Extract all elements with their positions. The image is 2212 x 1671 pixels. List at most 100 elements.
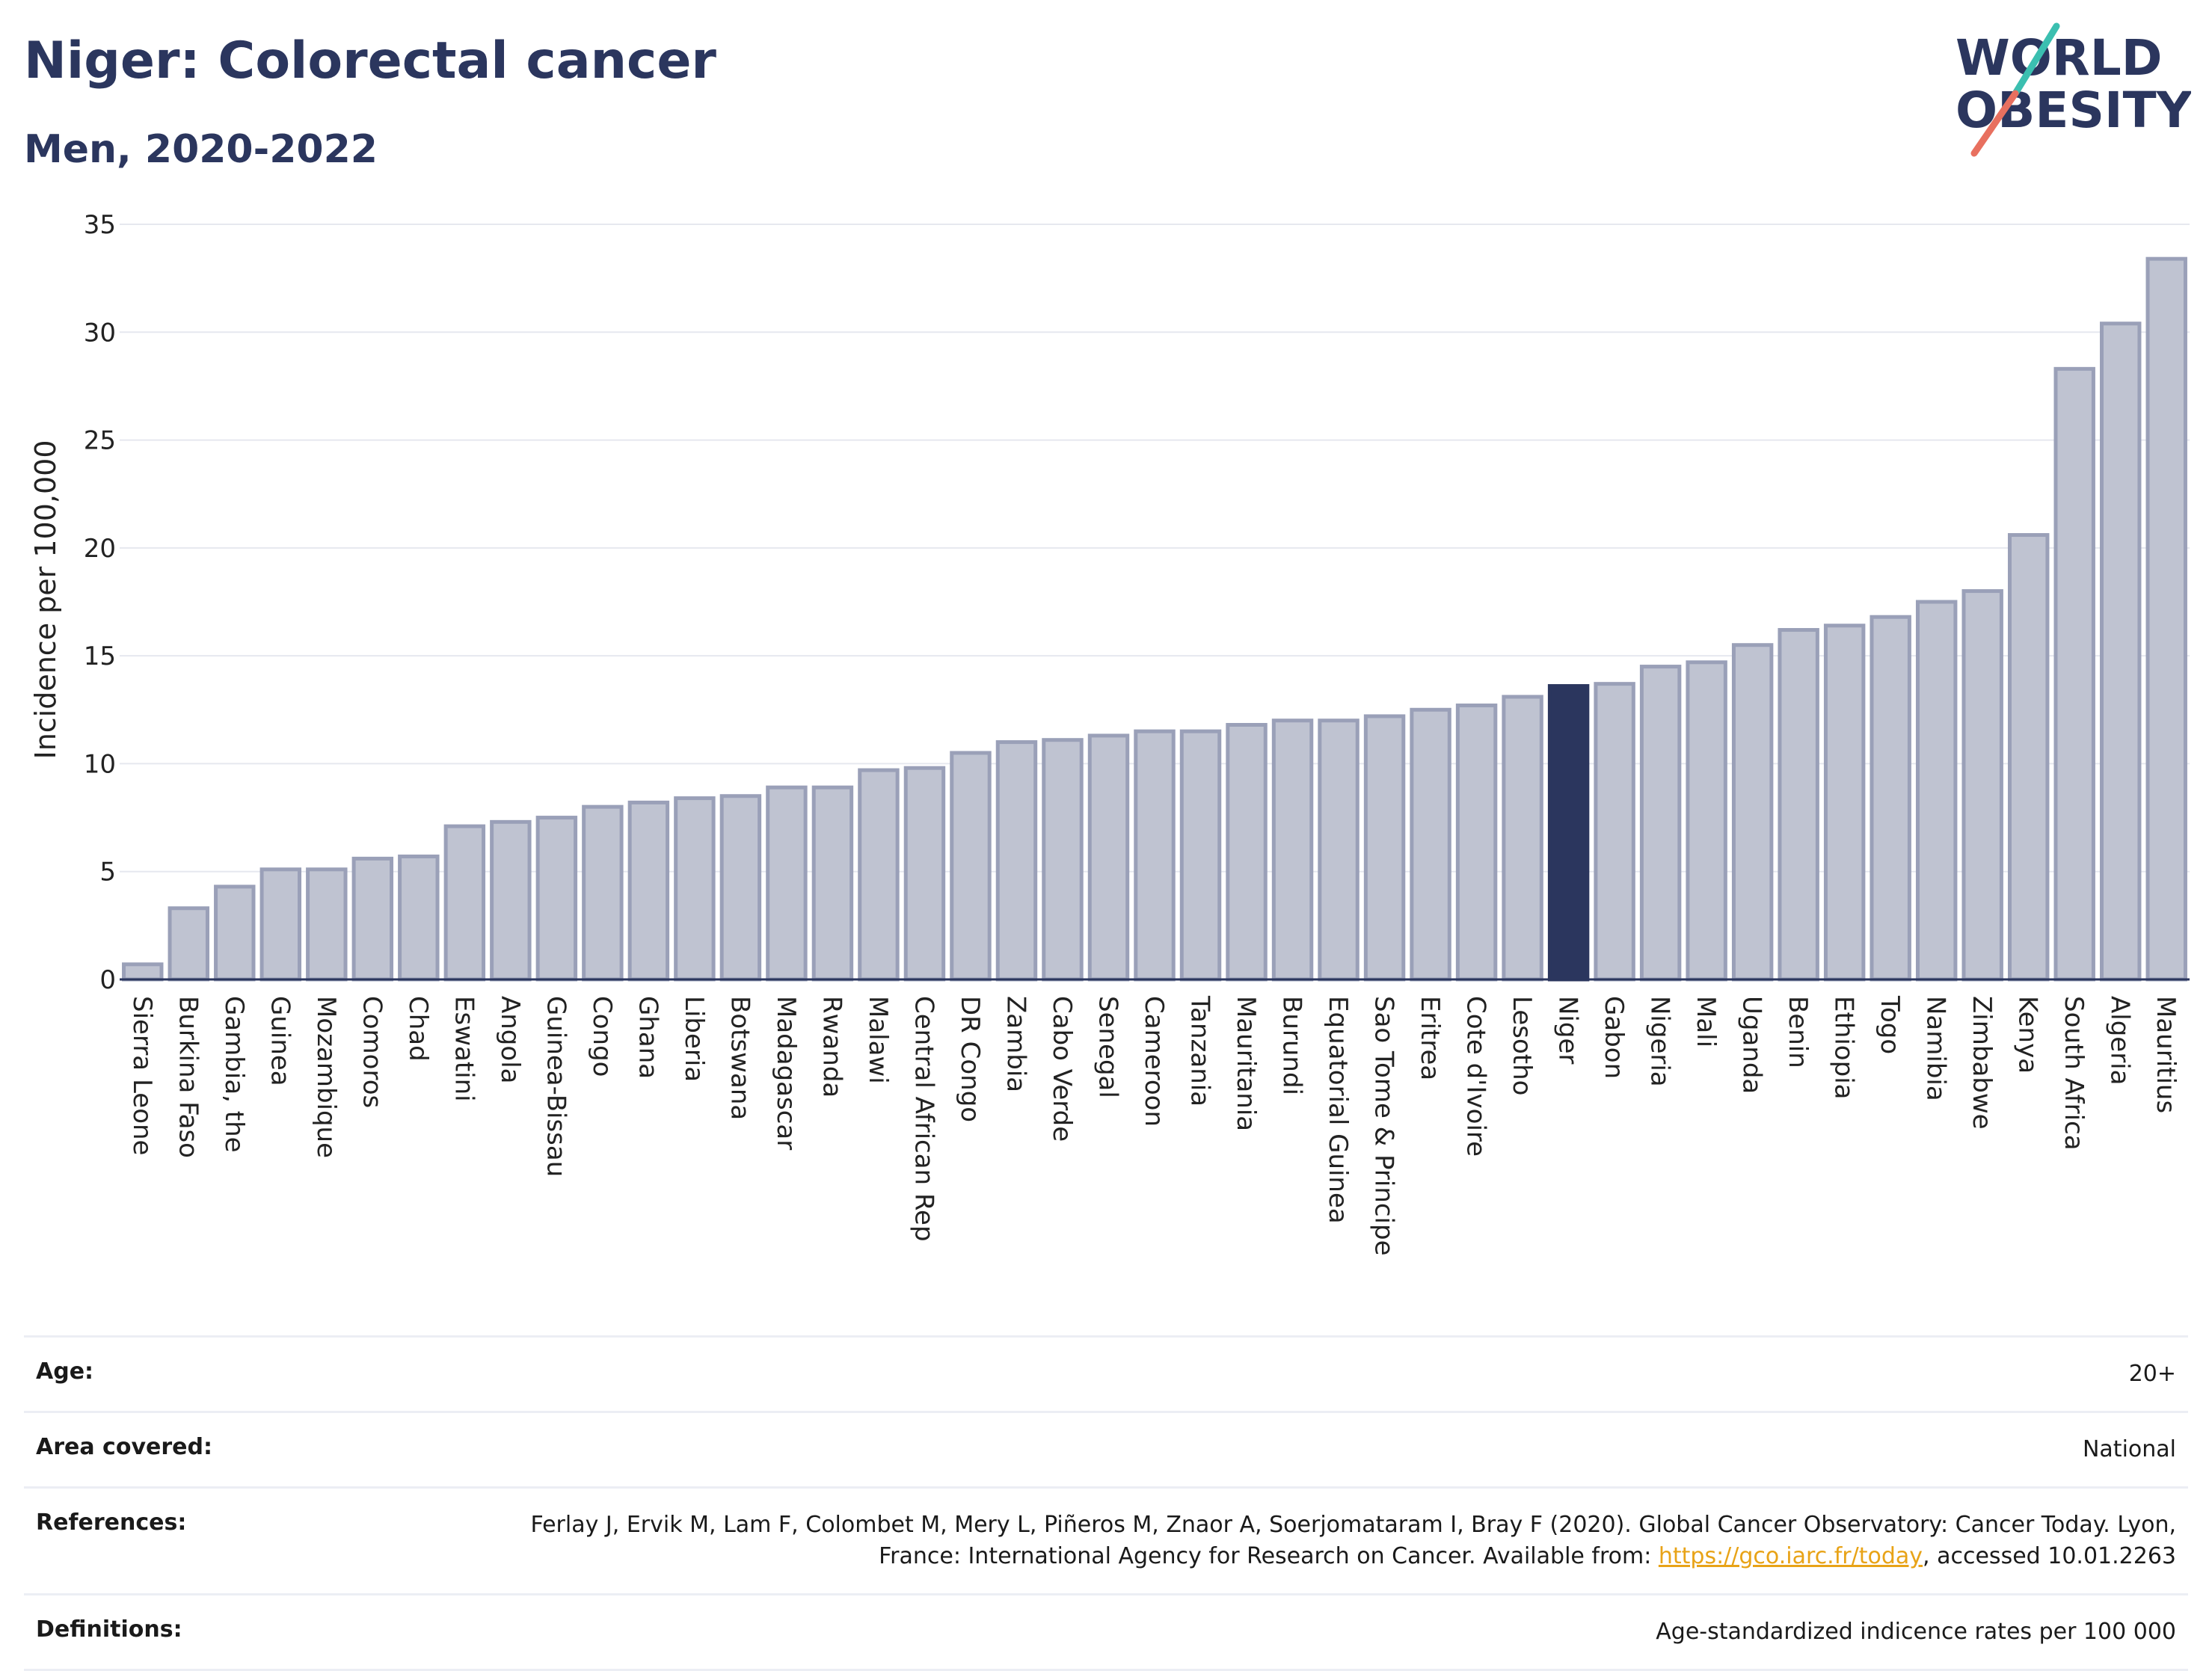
logo-slash-coral bbox=[1970, 90, 2019, 157]
references-label: References: bbox=[36, 1510, 187, 1536]
definitions-label: Definitions: bbox=[36, 1616, 182, 1643]
x-tick-label: Togo bbox=[1875, 995, 1905, 1054]
x-tick-label: Eswatini bbox=[449, 996, 479, 1102]
bar-kenya bbox=[2007, 533, 2050, 982]
info-row-age: Age: 20+ bbox=[24, 1335, 2188, 1411]
y-tick-label: 5 bbox=[99, 858, 116, 887]
bar-senegal bbox=[1087, 733, 1130, 982]
x-tick-label: Central African Rep bbox=[909, 996, 938, 1242]
area-value: National bbox=[2082, 1436, 2176, 1462]
bar-cote-d-ivoire bbox=[1455, 704, 1498, 982]
bar-mauritius bbox=[2145, 256, 2187, 982]
bar-ghana bbox=[627, 800, 670, 982]
info-row-references: References: Ferlay J, Ervik M, Lam F, Co… bbox=[24, 1486, 2188, 1593]
bar-benin bbox=[1778, 628, 1819, 982]
bar-sierra-leone bbox=[122, 962, 164, 982]
logo-slash-teal bbox=[2012, 22, 2060, 97]
y-tick-label: 30 bbox=[84, 318, 116, 348]
bar-highlight-niger bbox=[1547, 684, 1590, 982]
y-tick-label: 15 bbox=[84, 641, 116, 671]
x-tick-label: Uganda bbox=[1737, 996, 1767, 1094]
bar-zambia bbox=[995, 740, 1038, 982]
logo-line2: OBESITY bbox=[1956, 81, 2191, 139]
bar-uganda bbox=[1731, 643, 1774, 982]
x-tick-label: Mauritania bbox=[1231, 996, 1261, 1131]
x-tick-label: Sao Tome & Principe bbox=[1369, 996, 1399, 1256]
bar-malawi bbox=[858, 768, 900, 982]
references-text: Ferlay J, Ervik M, Lam F, Colombet M, Me… bbox=[530, 1512, 2176, 1569]
page-subtitle: Men, 2020-2022 bbox=[24, 127, 378, 172]
x-tick-label: Cabo Verde bbox=[1047, 996, 1077, 1142]
bar-central-african-rep bbox=[903, 766, 946, 982]
x-tick-label: Mali bbox=[1691, 996, 1721, 1047]
info-table: Age: 20+ Area covered: National Referenc… bbox=[24, 1335, 2188, 1671]
references-link[interactable]: https://gco.iarc.fr/today bbox=[1658, 1543, 1923, 1569]
x-tick-label: Malawi bbox=[863, 996, 893, 1084]
y-axis-label: Incidence per 100,000 bbox=[29, 440, 62, 759]
x-tick-label: Guinea bbox=[265, 996, 295, 1086]
bar-nigeria bbox=[1639, 665, 1682, 982]
x-tick-label: Equatorial Guinea bbox=[1323, 996, 1353, 1224]
x-tick-label: Nigeria bbox=[1645, 996, 1675, 1087]
info-row-definitions: Definitions: Age-standardized indicence … bbox=[24, 1593, 2188, 1671]
x-axis-ticks: Sierra Leone Burkina Faso Gambia, the Guine… bbox=[127, 995, 2181, 1256]
y-tick-label: 20 bbox=[84, 534, 116, 564]
x-tick-label: Angola bbox=[495, 996, 525, 1083]
bar-equatorial-guinea bbox=[1318, 718, 1360, 982]
x-tick-label: Namibia bbox=[1921, 996, 1951, 1101]
x-tick-label: Congo bbox=[587, 996, 617, 1077]
x-tick-label: Liberia bbox=[679, 996, 709, 1082]
x-tick-label: Ghana bbox=[633, 996, 663, 1079]
bar-dr-congo bbox=[950, 751, 992, 982]
x-tick-label: Tanzania bbox=[1185, 995, 1215, 1107]
x-tick-label: Zimbabwe bbox=[1967, 996, 1997, 1130]
y-tick-label: 25 bbox=[84, 426, 116, 456]
logo-line1: WORLD bbox=[1956, 29, 2163, 87]
bar-eritrea bbox=[1410, 707, 1451, 982]
y-tick-label: 0 bbox=[99, 965, 116, 995]
x-tick-label: South Africa bbox=[2059, 996, 2089, 1151]
x-tick-label: Cameroon bbox=[1139, 996, 1169, 1127]
x-tick-label: Gambia, the bbox=[219, 996, 249, 1153]
bar-south-africa bbox=[2053, 366, 2095, 982]
bar-tanzania bbox=[1179, 729, 1222, 982]
bar-eswatini bbox=[443, 824, 486, 982]
bar-guinea bbox=[259, 867, 302, 982]
bar-guinea-bissau bbox=[535, 816, 578, 982]
x-tick-label: Benin bbox=[1783, 996, 1813, 1068]
y-axis-ticks: 0 5 10 15 20 25 30 35 bbox=[84, 210, 116, 995]
definitions-value: Age-standardized indicence rates per 100… bbox=[1656, 1619, 2176, 1645]
bar-chart: 0 5 10 15 20 25 30 35 Incidence per 100,000 Sie… bbox=[29, 210, 2190, 1256]
bar-namibia bbox=[1915, 600, 1958, 982]
bar-burundi bbox=[1271, 718, 1314, 982]
bar-sao-tome-principe bbox=[1363, 714, 1406, 982]
x-tick-label: Rwanda bbox=[817, 996, 847, 1098]
x-tick-label: Madagascar bbox=[771, 996, 801, 1150]
bar-burkina-faso bbox=[168, 906, 209, 982]
x-tick-label: Comoros bbox=[357, 996, 387, 1108]
x-tick-label: Algeria bbox=[2105, 996, 2135, 1085]
x-tick-label: Botswana bbox=[725, 996, 755, 1120]
bar-cameroon bbox=[1134, 729, 1176, 982]
page-title: Niger: Colorectal cancer bbox=[24, 31, 716, 90]
x-tick-label: Cote d'Ivoire bbox=[1461, 996, 1491, 1157]
x-tick-label: Kenya bbox=[2013, 996, 2043, 1074]
bar-mauritania bbox=[1226, 722, 1268, 982]
bar-angola bbox=[490, 819, 532, 982]
bar-botswana bbox=[719, 794, 762, 982]
x-tick-label: Eritrea bbox=[1415, 996, 1445, 1080]
x-tick-label: Mozambique bbox=[311, 996, 341, 1158]
bar-congo bbox=[582, 804, 624, 982]
x-tick-label: Ethiopia bbox=[1829, 996, 1859, 1099]
bar-comoros bbox=[351, 856, 394, 982]
bar-lesotho bbox=[1502, 695, 1543, 982]
bar-mali bbox=[1686, 660, 1727, 982]
x-tick-label: Zambia bbox=[1001, 996, 1030, 1092]
y-tick-label: 10 bbox=[84, 749, 116, 779]
x-tick-label: Sierra Leone bbox=[127, 996, 157, 1155]
bar-zimbabwe bbox=[1961, 589, 2003, 982]
references-suffix: , accessed 10.01.2263 bbox=[1923, 1543, 2176, 1569]
x-tick-label: Senegal bbox=[1093, 996, 1122, 1098]
bar-liberia bbox=[674, 796, 716, 982]
age-value: 20+ bbox=[2128, 1361, 2176, 1387]
